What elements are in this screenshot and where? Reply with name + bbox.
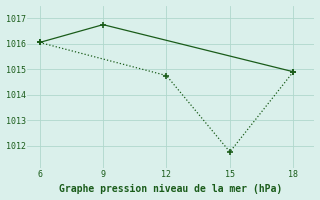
X-axis label: Graphe pression niveau de la mer (hPa): Graphe pression niveau de la mer (hPa) [59,184,282,194]
